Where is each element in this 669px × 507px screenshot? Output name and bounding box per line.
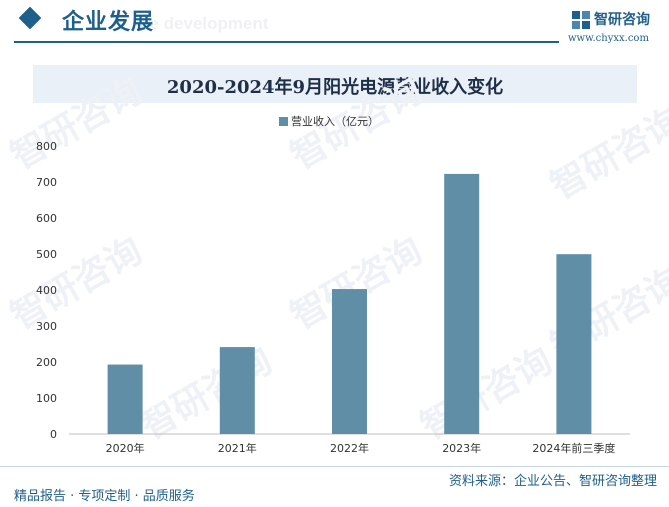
footer-divider — [0, 466, 669, 467]
footer-tagline: 精品报告 · 专项定制 · 品质服务 — [14, 489, 195, 504]
y-axis: 0 100 200 300 400 500 600 700 800 — [36, 140, 57, 441]
section-subtitle: ce development — [140, 14, 269, 33]
x-tick-label: 2022年 — [330, 441, 369, 455]
y-tick-label: 200 — [36, 356, 57, 369]
chart-title-band: 2020-2024年9月阳光电源营业收入变化 — [33, 65, 637, 103]
brand-url: www.chyxx.com — [568, 33, 649, 44]
x-tick-label: 2024年前三季度 — [532, 441, 615, 455]
watermark-text: 智研咨询 — [414, 340, 559, 448]
bar — [444, 173, 480, 434]
brand-name: 智研咨询 — [594, 12, 650, 28]
bar — [332, 289, 367, 434]
bar — [556, 254, 592, 434]
bar — [219, 347, 255, 434]
bar-series — [107, 173, 592, 434]
watermark-text: 智研咨询 — [134, 340, 279, 448]
x-tick-label: 2021年 — [218, 441, 257, 455]
footer-source: 资料来源：企业公告、智研咨询整理 — [448, 474, 657, 489]
watermark-text: 智研咨询 — [544, 100, 669, 208]
legend-swatch — [279, 117, 288, 126]
x-axis-labels: 2020年 2021年 2022年 2023年 2024年前三季度 — [106, 441, 616, 455]
x-tick-label: 2020年 — [106, 441, 145, 455]
bar — [107, 364, 143, 434]
header-divider — [14, 41, 559, 43]
chart-legend: 营业收入（亿元） — [279, 114, 379, 128]
y-tick-label: 800 — [36, 140, 57, 153]
y-tick-label: 600 — [36, 212, 57, 225]
watermark-text: 智研咨询 — [4, 70, 149, 178]
y-tick-label: 300 — [36, 320, 57, 333]
y-tick-label: 100 — [36, 392, 57, 405]
y-tick-label: 0 — [50, 428, 57, 441]
x-tick-label: 2023年 — [442, 441, 481, 455]
watermark-text: 智研咨询 — [4, 230, 149, 338]
y-tick-label: 700 — [36, 176, 57, 189]
y-tick-label: 500 — [36, 248, 57, 261]
chart-title: 2020-2024年9月阳光电源营业收入变化 — [166, 77, 504, 98]
legend-label: 营业收入（亿元） — [291, 114, 379, 128]
y-tick-label: 400 — [36, 284, 57, 297]
section-title: 企业发展 — [62, 10, 155, 35]
brand-logo-icon — [572, 11, 590, 29]
